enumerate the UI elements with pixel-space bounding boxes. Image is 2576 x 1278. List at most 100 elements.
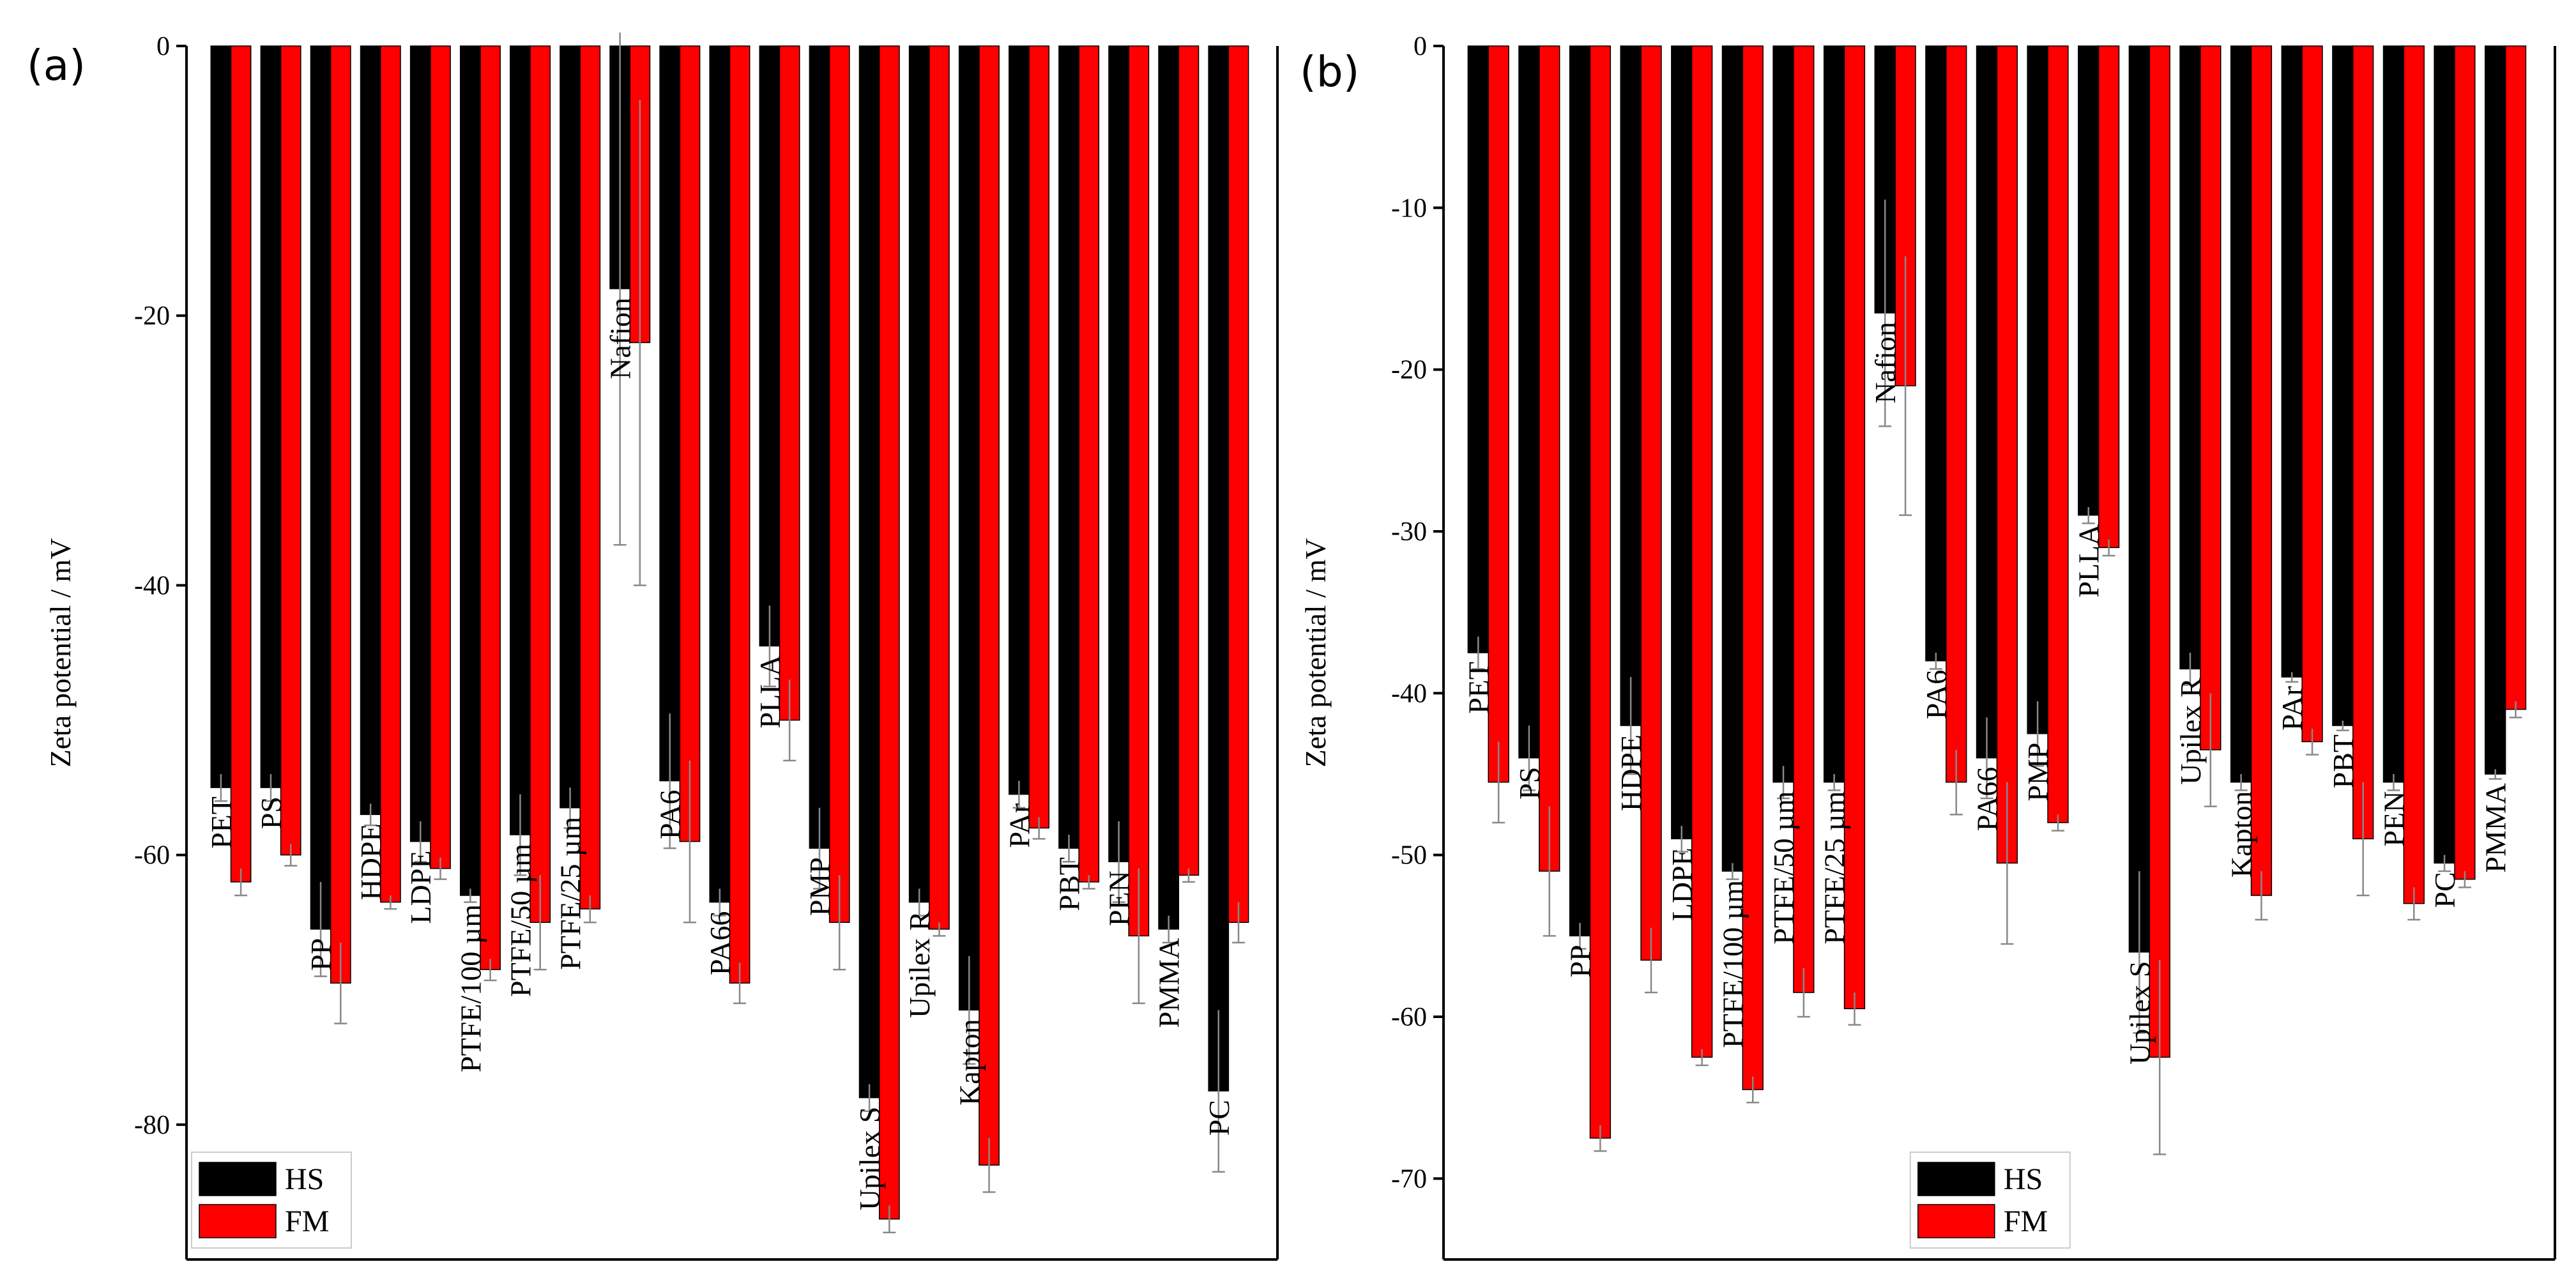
bar-hs <box>2281 45 2303 678</box>
category-label: PLLA <box>754 655 786 728</box>
category-label: PA6 <box>1920 670 1953 720</box>
bar-hs <box>2382 45 2405 783</box>
category-label: PTFE/50 µm <box>504 844 537 997</box>
bar-hs <box>809 45 830 849</box>
category-label: PAr <box>1003 803 1035 848</box>
legend-label-hs: HS <box>2004 1162 2043 1196</box>
bar-fm <box>1078 45 1100 883</box>
category-label: PTFE/25 µm <box>1818 791 1851 944</box>
bar-hs <box>260 45 282 788</box>
legend: HS FM <box>1909 1152 2071 1249</box>
bar-hs <box>459 45 481 896</box>
y-tick-label: -30 <box>1391 517 1427 547</box>
bar-hs <box>1671 45 1693 840</box>
category-label: PC <box>2428 872 2461 908</box>
category-label: PA66 <box>704 911 736 976</box>
category-label: Upilex S <box>853 1107 886 1210</box>
bar-fm <box>230 45 252 883</box>
legend-swatch-fm <box>199 1204 277 1238</box>
bar-fm <box>1589 45 1612 1139</box>
bar-fm <box>1228 45 1249 923</box>
bar-fm <box>679 45 701 842</box>
bar-hs <box>958 45 980 1011</box>
bar-fm <box>480 45 501 970</box>
category-label: PBT <box>2327 734 2359 788</box>
bar-fm <box>2098 45 2120 549</box>
category-label: Upilex S <box>2123 961 2156 1065</box>
bar-fm <box>1793 45 1815 993</box>
bar-hs <box>1108 45 1129 862</box>
category-label: HDPE <box>354 823 387 900</box>
bar-hs <box>310 45 332 930</box>
bar-fm <box>2454 45 2476 880</box>
bar-fm <box>1488 45 1509 783</box>
bar-hs <box>560 45 581 809</box>
bar-fm <box>430 45 451 869</box>
bar-fm <box>979 45 1000 1166</box>
category-label: Kapton <box>953 1019 986 1105</box>
category-label: PEN <box>2377 791 2410 847</box>
category-label: PET <box>1462 662 1495 714</box>
category-label: PTFE/25 µm <box>554 817 587 970</box>
category-label: Upilex R <box>903 911 936 1018</box>
bar-hs <box>2179 45 2201 670</box>
legend-label-hs: HS <box>285 1162 324 1196</box>
category-label: PMMA <box>1153 938 1185 1028</box>
bar-fm <box>929 45 950 930</box>
bar-hs <box>2485 45 2506 775</box>
category-label: Kapton <box>2225 791 2258 878</box>
bar-hs <box>1721 45 1744 872</box>
bar-fm <box>779 45 800 721</box>
bar-hs <box>1823 45 1845 783</box>
y-tick-label: -70 <box>1391 1164 1427 1194</box>
bar-fm <box>1946 45 1967 783</box>
y-tick-label: -20 <box>134 301 170 331</box>
y-tick-label: -80 <box>134 1111 170 1140</box>
category-label: PTFE/100 µm <box>454 904 487 1072</box>
category-label: Nafion <box>604 298 637 379</box>
category-label: PMP <box>804 857 836 916</box>
bar-hs <box>908 45 930 903</box>
bar-fm <box>380 45 401 903</box>
bar-hs <box>659 45 681 782</box>
y-axis-label: Zeta potential / mV <box>44 538 77 768</box>
category-label: LDPE <box>1666 848 1698 921</box>
bar-hs <box>1620 45 1642 726</box>
bar-fm <box>1691 45 1713 1058</box>
bar-hs <box>510 45 531 835</box>
category-label: HDPE <box>1615 734 1647 811</box>
category-label: PET <box>205 796 238 849</box>
bar-hs <box>1208 45 1230 1092</box>
bar-fm <box>579 45 601 909</box>
bar-hs <box>360 45 381 816</box>
y-tick-label: -20 <box>1391 356 1427 385</box>
legend-swatch-hs <box>1917 1162 1995 1196</box>
bar-hs <box>1569 45 1591 937</box>
bar-hs <box>2078 45 2100 516</box>
bar-hs <box>2230 45 2252 783</box>
legend-swatch-hs <box>199 1162 277 1196</box>
bar-fm <box>1996 45 2018 864</box>
bar-hs <box>1009 45 1030 795</box>
y-tick-label: -40 <box>134 571 170 600</box>
bar-fm <box>330 45 351 984</box>
bar-hs <box>759 45 781 647</box>
category-label: LDPE <box>404 851 437 924</box>
bar-fm <box>280 45 301 856</box>
bar-hs <box>1925 45 1947 662</box>
y-tick-label: -60 <box>134 841 170 871</box>
bar-hs <box>1518 45 1540 759</box>
category-label: Upilex R <box>2174 678 2207 785</box>
bar-fm <box>2250 45 2273 896</box>
chart-panel-a: 0 -20 -40 -60 -80 Zeta potential / mV (a) PET PS… <box>27 32 1279 1261</box>
legend-label-fm: FM <box>285 1205 329 1238</box>
y-tick-label: 0 <box>156 32 170 61</box>
bar-hs <box>1772 45 1794 783</box>
bar-fm <box>878 45 900 1220</box>
bar-hs <box>1158 45 1180 930</box>
bar-fm <box>1178 45 1200 876</box>
bar-fm <box>1640 45 1662 961</box>
category-label: PP <box>305 938 337 971</box>
category-label: PBT <box>1053 857 1085 911</box>
bar-hs <box>2128 45 2151 953</box>
